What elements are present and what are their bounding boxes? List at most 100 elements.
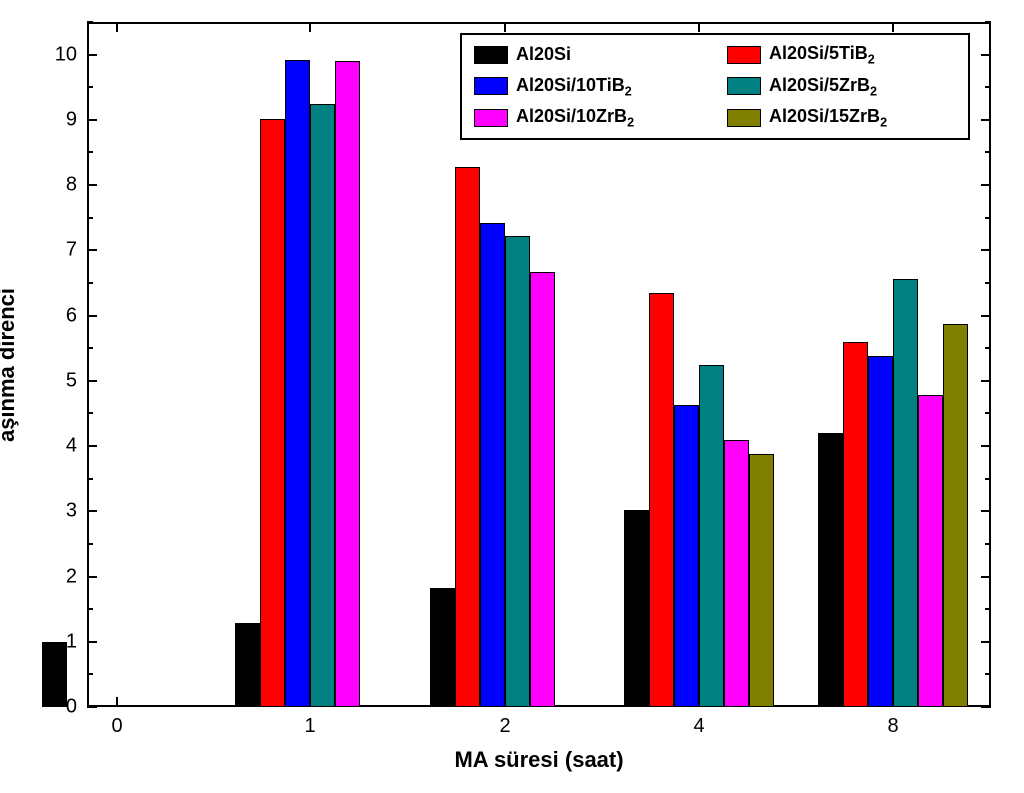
bar [260,119,285,707]
y-tick-label: 2 [47,565,77,588]
legend-label: Al20Si/5ZrB2 [769,75,877,99]
y-tick [87,184,97,186]
y-tick [985,217,991,219]
y-tick [981,641,991,643]
legend-swatch [474,46,508,64]
bar [235,623,260,707]
y-tick [87,86,93,88]
bar [530,272,555,707]
bar [843,342,868,707]
y-tick [981,576,991,578]
legend-label: Al20Si/15ZrB2 [769,106,887,130]
y-tick [87,445,97,447]
y-tick [87,608,93,610]
y-tick [985,608,991,610]
x-tick-label: 4 [693,715,704,738]
y-tick [981,315,991,317]
bar [674,405,699,707]
y-tick [981,119,991,121]
x-tick-label: 8 [887,715,898,738]
bar [918,395,943,707]
y-tick [985,543,991,545]
legend-swatch [727,46,761,64]
y-tick [981,184,991,186]
bar [893,279,918,707]
bar [505,236,530,707]
y-tick [985,478,991,480]
y-tick [985,21,991,23]
legend-swatch [474,109,508,127]
y-tick [87,641,97,643]
bar [430,588,455,707]
y-tick [985,86,991,88]
y-tick [87,706,97,708]
bar [818,433,843,707]
y-tick [981,54,991,56]
y-tick [981,706,991,708]
y-tick-label: 3 [47,500,77,523]
legend-item: Al20Si [474,43,703,67]
x-tick-label: 0 [111,715,122,738]
wear-resistance-chart: aşınma direnci MA süresi (saat) Al20SiAl… [0,0,1024,793]
y-tick [87,282,93,284]
y-tick [985,412,991,414]
y-tick [87,380,97,382]
y-tick [87,510,97,512]
legend-swatch [727,109,761,127]
y-tick [981,380,991,382]
y-tick [985,282,991,284]
bar [943,324,968,707]
x-tick-label: 1 [304,715,315,738]
x-tick [698,22,700,32]
x-tick [892,22,894,32]
y-tick [985,673,991,675]
y-tick [87,21,93,23]
bar [868,356,893,707]
y-tick [87,151,93,153]
y-tick [87,478,93,480]
bar [724,440,749,707]
bar [285,60,310,707]
bar [649,293,674,707]
legend: Al20Si Al20Si/5TiB2 Al20Si/10TiB2 Al20Si/5Z… [460,33,970,140]
y-tick [87,249,97,251]
y-tick [87,673,93,675]
y-tick [985,347,991,349]
y-tick-label: 9 [47,108,77,131]
y-tick-label: 4 [47,435,77,458]
legend-label: Al20Si/10TiB2 [516,75,632,99]
y-tick-label: 8 [47,174,77,197]
bar [749,454,774,707]
bar [624,510,649,707]
legend-item: Al20Si/15ZrB2 [727,106,956,130]
bar [455,167,480,707]
legend-swatch [727,77,761,95]
y-tick [87,217,93,219]
y-tick [87,54,97,56]
x-axis-label: MA süresi (saat) [454,747,623,773]
bar [310,104,335,707]
y-tick [87,576,97,578]
legend-label: Al20Si/10ZrB2 [516,106,634,130]
y-tick-label: 5 [47,369,77,392]
legend-item: Al20Si/5TiB2 [727,43,956,67]
y-tick [87,119,97,121]
legend-swatch [474,77,508,95]
y-tick [985,151,991,153]
y-tick [87,347,93,349]
y-axis-label: aşınma direnci [0,287,20,441]
y-tick-label: 7 [47,239,77,262]
y-tick-label: 6 [47,304,77,327]
y-tick [87,315,97,317]
legend-label: Al20Si/5TiB2 [769,43,875,67]
legend-item: Al20Si/5ZrB2 [727,75,956,99]
bar [699,365,724,707]
legend-item: Al20Si/10ZrB2 [474,106,703,130]
y-tick [87,412,93,414]
y-tick [981,445,991,447]
y-tick [981,510,991,512]
x-tick [504,22,506,32]
x-tick [116,22,118,32]
bar [480,223,505,707]
y-tick [981,249,991,251]
